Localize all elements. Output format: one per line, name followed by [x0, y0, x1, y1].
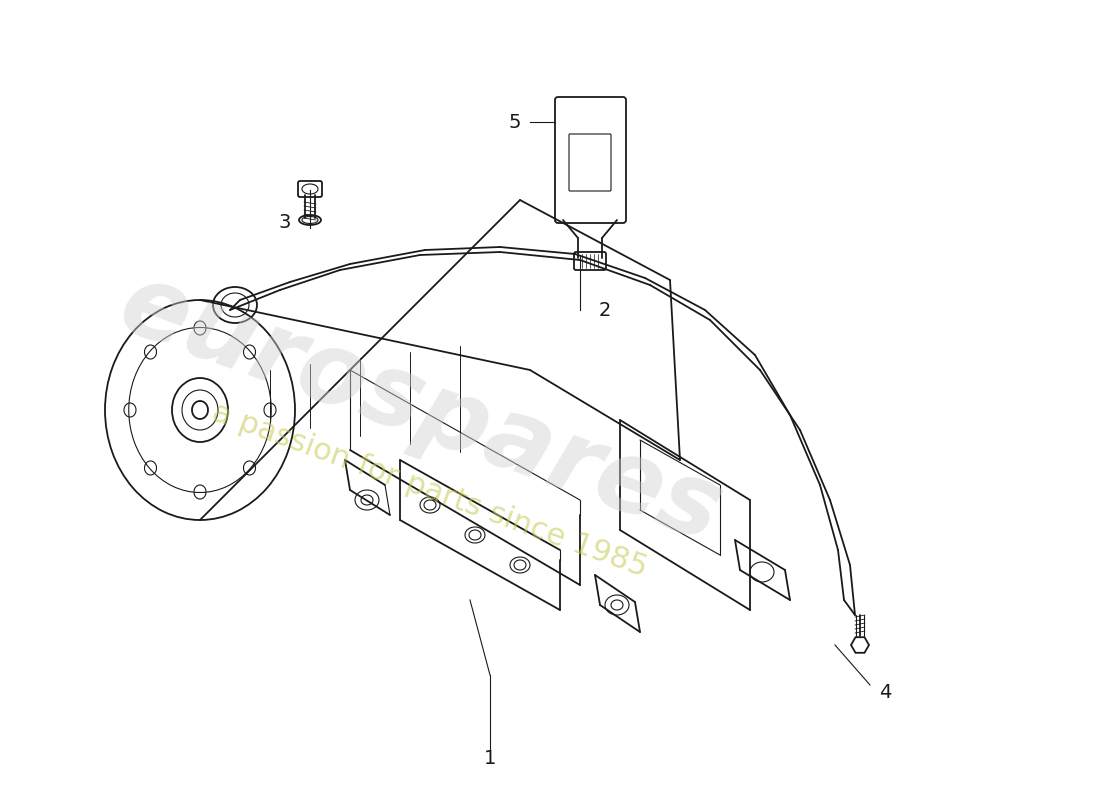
Text: 3: 3: [278, 213, 292, 231]
Text: 4: 4: [879, 682, 891, 702]
Ellipse shape: [299, 215, 321, 225]
FancyBboxPatch shape: [569, 134, 611, 191]
FancyBboxPatch shape: [556, 97, 626, 223]
FancyBboxPatch shape: [298, 181, 322, 197]
Text: eurospares: eurospares: [107, 256, 734, 564]
Text: 1: 1: [484, 749, 496, 767]
Polygon shape: [851, 638, 869, 653]
Text: a passion for parts since 1985: a passion for parts since 1985: [208, 398, 651, 582]
FancyBboxPatch shape: [574, 252, 606, 270]
Text: 5: 5: [508, 113, 521, 131]
Text: 2: 2: [598, 301, 612, 319]
